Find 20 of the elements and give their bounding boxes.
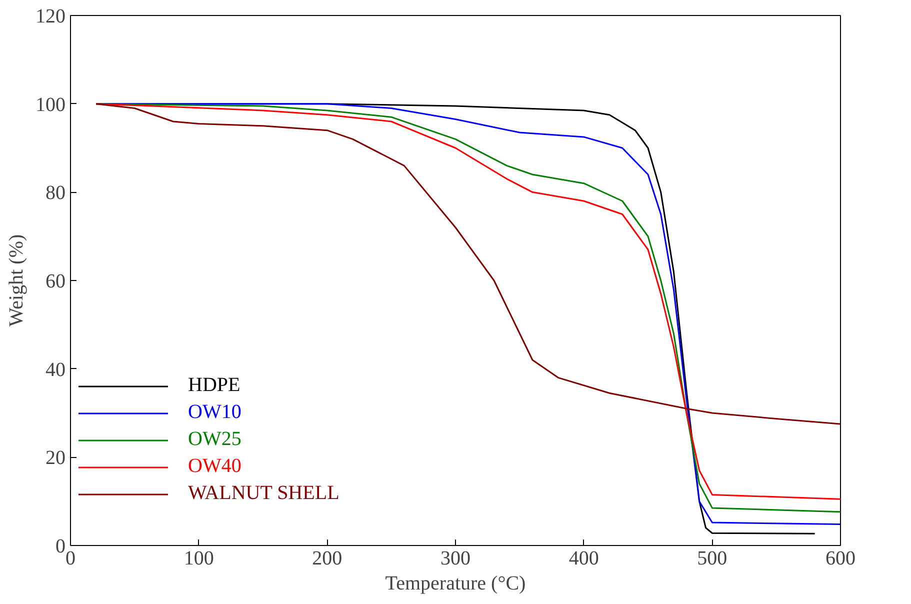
x-tick-label: 600 bbox=[826, 548, 856, 570]
legend-label: OW40 bbox=[188, 455, 242, 478]
legend-label: HDPE bbox=[188, 374, 240, 397]
legend-label: WALNUT SHELL bbox=[188, 482, 340, 505]
x-tick-label: 400 bbox=[568, 548, 599, 570]
x-axis-title: Temperature (°C) bbox=[385, 572, 526, 594]
y-tick-label: 80 bbox=[46, 182, 66, 204]
legend-label: OW10 bbox=[188, 401, 242, 424]
x-tick-label: 200 bbox=[312, 548, 342, 570]
x-tick-label: 300 bbox=[440, 548, 470, 570]
y-axis-title: Weight (%) bbox=[6, 234, 28, 327]
y-tick-label: 60 bbox=[46, 270, 66, 292]
y-tick-label: 120 bbox=[36, 6, 66, 28]
x-tick-label: 100 bbox=[184, 548, 214, 570]
line-series bbox=[95, 103, 840, 425]
legend-label: OW25 bbox=[188, 428, 242, 451]
y-tick-label: 40 bbox=[46, 358, 66, 381]
y-tick-label: 20 bbox=[46, 447, 66, 470]
x-tick-label: 500 bbox=[697, 548, 728, 570]
y-tick-label: 100 bbox=[36, 94, 66, 116]
